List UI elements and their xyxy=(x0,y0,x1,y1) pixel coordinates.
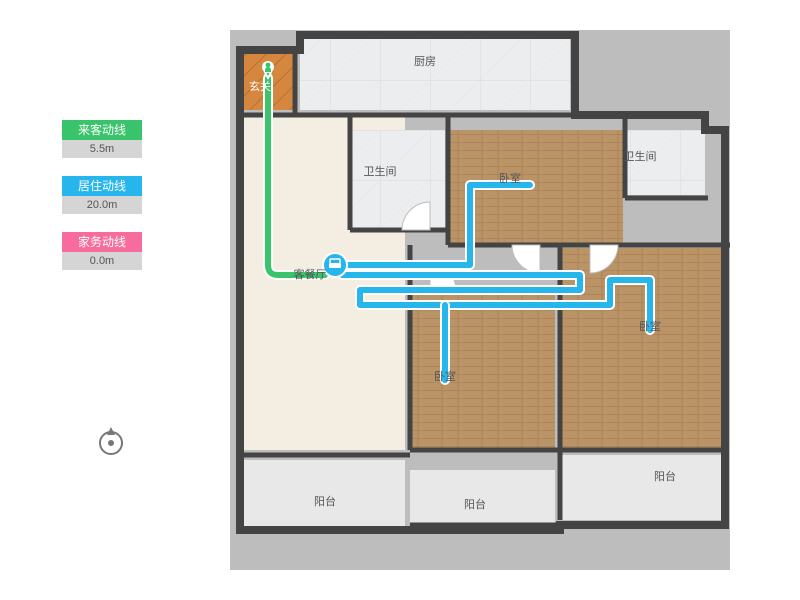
legend-value-chore: 0.0m xyxy=(62,252,142,270)
legend-label-guest: 来客动线 xyxy=(62,120,142,140)
legend-label-chore: 家务动线 xyxy=(62,232,142,252)
legend-label-living: 居住动线 xyxy=(62,176,142,196)
room-label-kitchen: 厨房 xyxy=(414,55,436,68)
legend-item-living: 居住动线 20.0m xyxy=(62,176,152,214)
legend-value-guest: 5.5m xyxy=(62,140,142,158)
room-label-bath1: 卫生间 xyxy=(364,164,397,178)
living-start-icon xyxy=(323,253,347,277)
room-balcony3 xyxy=(560,455,725,520)
legend-value-living: 20.0m xyxy=(62,196,142,214)
legend-item-chore: 家务动线 0.0m xyxy=(62,232,152,270)
room-label-bed2: 卧室 xyxy=(639,319,661,333)
room-label-entry: 玄关 xyxy=(249,79,271,93)
compass-icon xyxy=(95,425,127,457)
room-label-bed1: 卧室 xyxy=(499,171,521,185)
door-arc-1 xyxy=(512,245,540,273)
legend: 来客动线 5.5m 居住动线 20.0m 家务动线 0.0m xyxy=(62,120,152,288)
room-label-balcony3: 阳台 xyxy=(654,469,676,483)
floorplan-svg: 厨房玄关客餐厅卫生间卧室卫生间卧室卧室阳台阳台阳台 xyxy=(230,30,730,570)
room-label-living: 客餐厅 xyxy=(294,267,327,281)
room-balcony2 xyxy=(410,470,555,525)
room-balcony1 xyxy=(240,460,405,530)
legend-item-guest: 来客动线 5.5m xyxy=(62,120,152,158)
room-label-balcony2: 阳台 xyxy=(464,497,486,511)
room-bed3 xyxy=(410,290,555,450)
room-label-balcony1: 阳台 xyxy=(314,494,336,508)
room-kitchen xyxy=(300,35,570,110)
room-bath1 xyxy=(350,130,445,230)
room-label-bed3: 卧室 xyxy=(434,369,456,383)
room-label-bath2: 卫生间 xyxy=(624,149,657,163)
floorplan: 厨房玄关客餐厅卫生间卧室卫生间卧室卧室阳台阳台阳台 xyxy=(230,30,730,570)
